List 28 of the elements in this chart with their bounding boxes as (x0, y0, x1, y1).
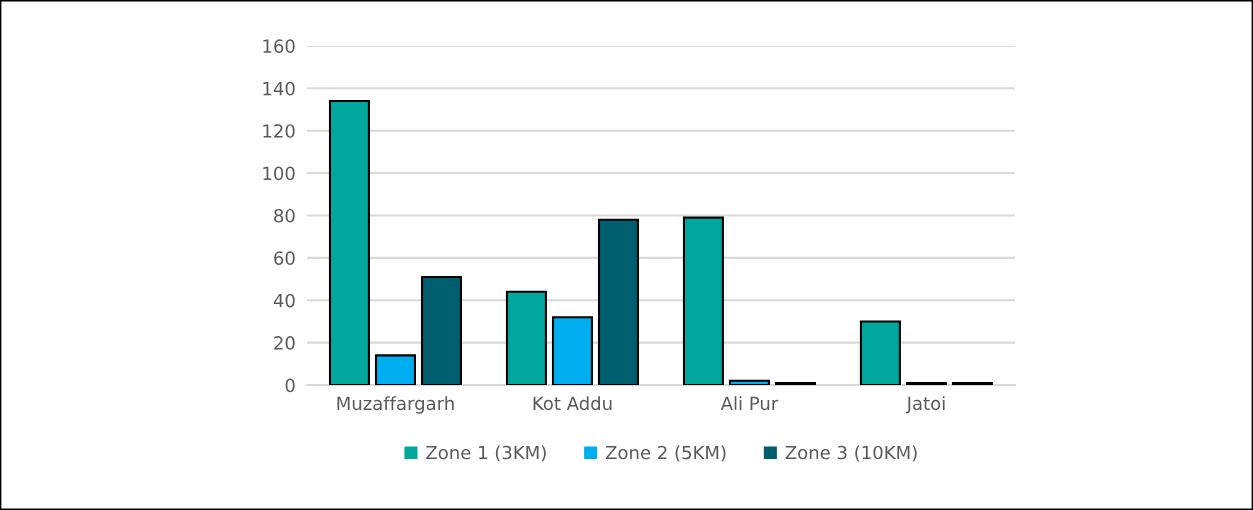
bar (420, 275, 462, 386)
legend-label: Zone 2 (5KM) (605, 445, 726, 462)
y-tick-label: 40 (273, 293, 295, 308)
x-tick-label: Ali Pur (720, 396, 779, 411)
legend-label: Zone 3 (10KM) (785, 445, 917, 462)
bar (505, 290, 547, 386)
bar (728, 379, 770, 386)
y-tick-label: 140 (263, 81, 295, 96)
bar (682, 216, 724, 386)
y-tick-label: 20 (274, 336, 295, 350)
bar (859, 320, 901, 386)
bar (951, 381, 993, 386)
x-tick-label: Kot Addu (533, 396, 612, 411)
legend-label: Zone 1 (3KM) (426, 445, 546, 462)
y-tick-label: 0 (285, 378, 295, 393)
bar (374, 354, 416, 386)
y-tick-label: 160 (263, 39, 295, 54)
y-tick-label: 120 (263, 124, 295, 138)
bar (774, 381, 816, 386)
y-tick-label: 80 (274, 208, 295, 223)
y-tick-label: 100 (263, 166, 295, 181)
x-tick-label: Jatoi (905, 396, 945, 414)
y-tick-label: 60 (274, 251, 295, 265)
x-tick-label: Muzaffargarh (337, 396, 454, 414)
bar (597, 218, 639, 386)
bar (328, 99, 370, 386)
bar (551, 316, 593, 386)
bar (905, 381, 947, 386)
